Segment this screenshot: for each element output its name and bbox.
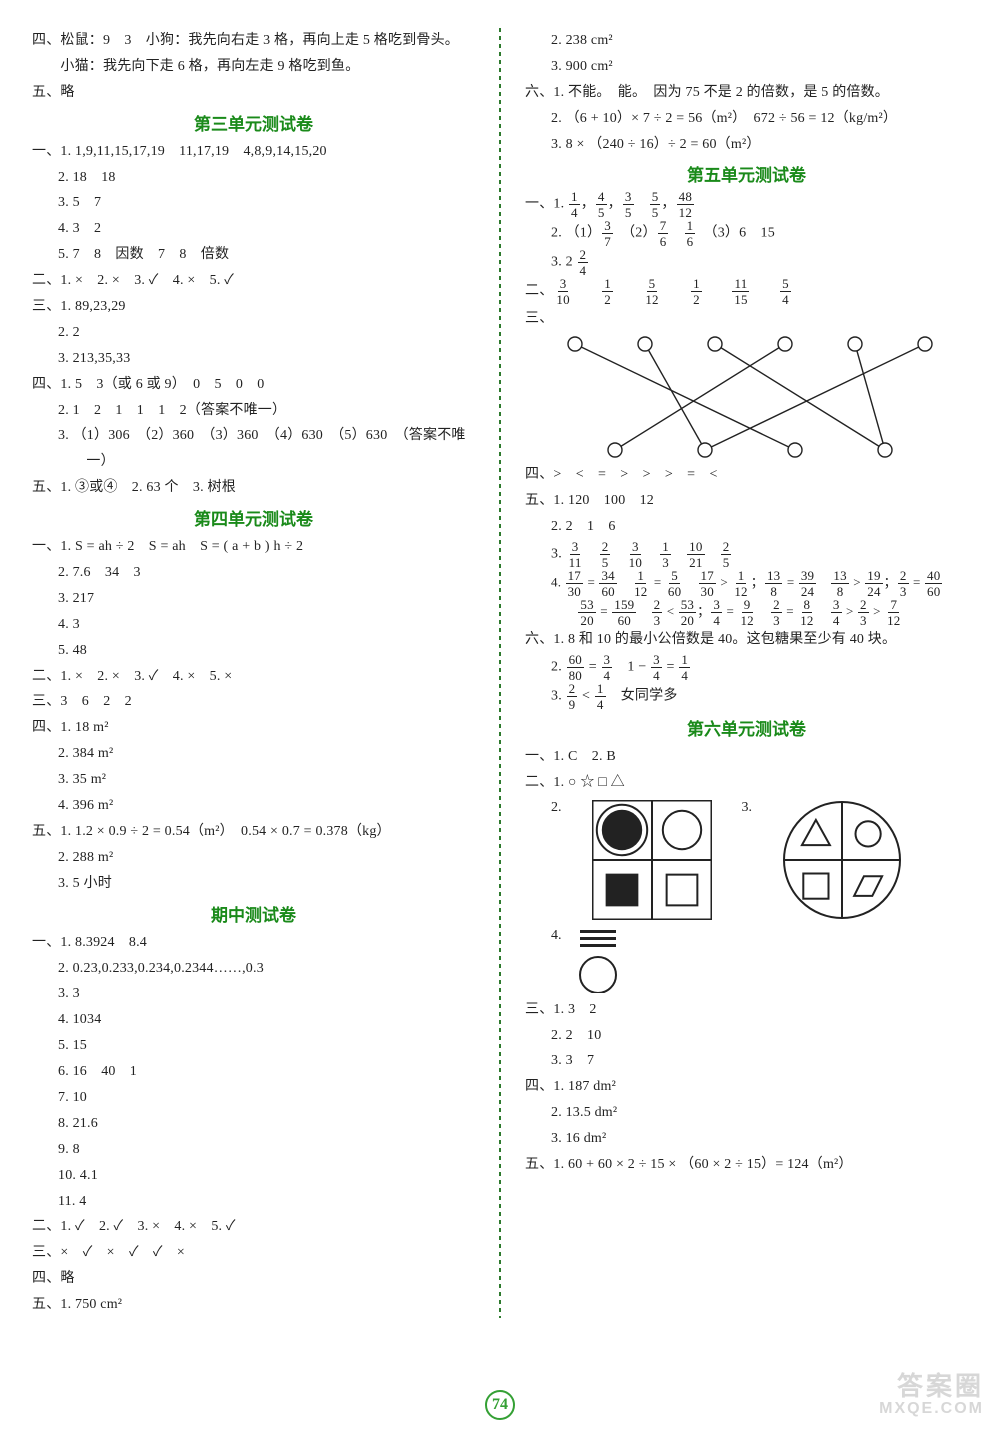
text-line: 2. 18 18 [32, 165, 475, 191]
text-line: 五、1. 60 + 60 × 2 ÷ 15 × （60 × 2 ÷ 15）= 1… [525, 1152, 968, 1178]
text-line: 一、1. S = ah ÷ 2 S = ah S = ( a + b ) h ÷… [32, 534, 475, 560]
text-line: 五、略 [32, 80, 475, 106]
text-line: 2. 7.6 34 3 [32, 560, 475, 586]
page-footer: 74 [0, 1390, 1000, 1420]
text-line: 2. 2 [32, 320, 475, 346]
text-line: 3. 213,35,33 [32, 346, 475, 372]
text-line: 3. （1）306 （2）360 （3）360 （4）630 （5）630 （答… [32, 423, 475, 449]
text-line: 四、1. 5 3（或 6 或 9） 0 5 0 0 [32, 372, 475, 398]
text-line: 8. 21.6 [32, 1111, 475, 1137]
text-line: 3. 5 7 [32, 190, 475, 216]
frac-line-54b: 5320 = 15960 23 < 5320；34 = 912 23 = 812… [525, 598, 968, 627]
text-line: 2. 238 cm² [525, 28, 968, 54]
left-column: 四、松鼠：9 3 小狗：我先向右走 3 格，再向上走 5 格吃到骨头。 小猫：我… [32, 28, 475, 1318]
frac-line-3: 3. 2 24 [525, 248, 968, 277]
text-line: 五、1. 120 100 12 [525, 488, 968, 514]
text-line: 3. 3 7 [525, 1048, 968, 1074]
section-heading: 第五单元测试卷 [525, 161, 968, 186]
watermark-line1: 答案圈 [879, 1372, 984, 1401]
matching-svg [555, 332, 945, 462]
text-line: 一、1. 8.3924 8.4 [32, 930, 475, 956]
text-line: 2. 384 m² [32, 741, 475, 767]
diagram-row: 2. 3. [525, 800, 968, 920]
text-line: 5. 7 8 因数 7 8 倍数 [32, 242, 475, 268]
text-line: 4. 1034 [32, 1007, 475, 1033]
frac-line-1: 一、1. 14，45，35 55，4812 [525, 190, 968, 219]
text-line: 四、1. 187 dm² [525, 1074, 968, 1100]
text-line: 四、松鼠：9 3 小狗：我先向右走 3 格，再向上走 5 格吃到骨头。 [32, 28, 475, 54]
text-line: 4. 396 m² [32, 793, 475, 819]
diagram-row-4: 4. [525, 928, 968, 993]
text-line: 三、× ✓ × ✓ ✓ × [32, 1240, 475, 1266]
section-heading: 第六单元测试卷 [525, 715, 968, 740]
frac-line-2: 2. （1）37 （2）76 16 （3）6 15 [525, 219, 968, 248]
text-line: 五、1. ③或④ 2. 63 个 3. 树根 [32, 475, 475, 501]
text-line: 五、1. 750 cm² [32, 1292, 475, 1318]
matching-diagram [525, 332, 968, 462]
text-line: 10. 4.1 [32, 1163, 475, 1189]
text-line: 五、1. 1.2 × 0.9 ÷ 2 = 0.54（m²） 0.54 × 0.7… [32, 819, 475, 845]
page-root: 四、松鼠：9 3 小狗：我先向右走 3 格，再向上走 5 格吃到骨头。 小猫：我… [0, 0, 1000, 1368]
text-line: 三、 [525, 306, 968, 332]
text-line: 6. 16 40 1 [32, 1059, 475, 1085]
shape-grid-diagram [592, 800, 712, 920]
text-line: 3. 900 cm² [525, 54, 968, 80]
page-number-badge: 74 [485, 1390, 515, 1420]
pie-label: 3. [742, 800, 753, 816]
pie-shapes-diagram [782, 800, 902, 920]
frac-line-62: 2. 6080 = 34 1 − 34 = 14 [525, 653, 968, 682]
stack-label: 4. [551, 928, 562, 944]
text-line: 9. 8 [32, 1137, 475, 1163]
text-line: 二、1. ✓ 2. ✓ 3. × 4. × 5. ✓ [32, 1214, 475, 1240]
text-line: 2. 2 10 [525, 1023, 968, 1049]
text-line: 一） [32, 449, 475, 475]
text-line: 四、> < = > > > = < [525, 462, 968, 488]
text-line: 三、3 6 2 2 [32, 689, 475, 715]
text-line: 2. 288 m² [32, 845, 475, 871]
text-line: 3. 217 [32, 586, 475, 612]
stack-over-circle-icon [578, 928, 618, 993]
text-line: 2. 13.5 dm² [525, 1100, 968, 1126]
text-line: 六、1. 8 和 10 的最小公倍数是 40。这包糖果至少有 40 块。 [525, 627, 968, 653]
text-line: 2. （6 + 10）× 7 ÷ 2 = 56（m²） 672 ÷ 56 = 1… [525, 106, 968, 132]
text-line: 四、略 [32, 1266, 475, 1292]
text-line: 2. 2 1 6 [525, 514, 968, 540]
text-line: 5. 48 [32, 638, 475, 664]
text-line: 二、1. × 2. × 3. ✓ 4. × 5. × [32, 664, 475, 690]
right-column: 2. 238 cm² 3. 900 cm² 六、1. 不能。 能。 因为 75 … [525, 28, 968, 1318]
text-line: 11. 4 [32, 1189, 475, 1215]
text-line: 三、1. 3 2 [525, 997, 968, 1023]
frac-line-63: 3. 29 < 14 女同学多 [525, 682, 968, 711]
text-line: 3. 8 × （240 ÷ 16）÷ 2 = 60（m²） [525, 132, 968, 158]
grid-label: 2. [551, 800, 562, 816]
text-line: 一、1. 1,9,11,15,17,19 11,17,19 4,8,9,14,1… [32, 139, 475, 165]
column-divider [499, 28, 501, 1318]
text-line: 二、1. ○ ☆ □ △ [525, 770, 968, 796]
text-line: 小猫：我先向下走 6 格，再向左走 9 格吃到鱼。 [32, 54, 475, 80]
text-line: 一、1. C 2. B [525, 744, 968, 770]
text-line: 3. 16 dm² [525, 1126, 968, 1152]
section-heading: 第四单元测试卷 [32, 505, 475, 530]
text-line: 5. 15 [32, 1033, 475, 1059]
text-line: 3. 3 [32, 981, 475, 1007]
text-line: 二、1. × 2. × 3. ✓ 4. × 5. ✓ [32, 268, 475, 294]
section-heading: 第三单元测试卷 [32, 110, 475, 135]
text-line: 六、1. 不能。 能。 因为 75 不是 2 的倍数，是 5 的倍数。 [525, 80, 968, 106]
watermark-line2: MXQE.COM [879, 1400, 984, 1418]
text-line: 2. 0.23,0.233,0.234,0.2344……,0.3 [32, 956, 475, 982]
watermark: 答案圈 MXQE.COM [879, 1372, 984, 1418]
text-line: 三、1. 89,23,29 [32, 294, 475, 320]
text-line: 四、1. 18 m² [32, 715, 475, 741]
frac-line-54a: 4. 1730 = 3460 112 = 560 1730 > 112；138 … [525, 569, 968, 598]
text-line: 4. 3 [32, 612, 475, 638]
text-line: 7. 10 [32, 1085, 475, 1111]
frac-line-two: 二、310 12 512 12 1115 54 [525, 277, 968, 306]
text-line: 2. 1 2 1 1 1 2（答案不唯一） [32, 398, 475, 424]
section-heading: 期中测试卷 [32, 901, 475, 926]
text-line: 4. 3 2 [32, 216, 475, 242]
text-line: 3. 5 小时 [32, 871, 475, 897]
text-line: 3. 35 m² [32, 767, 475, 793]
frac-line-53: 3. 311 25 310 13 1021 25 [525, 540, 968, 569]
